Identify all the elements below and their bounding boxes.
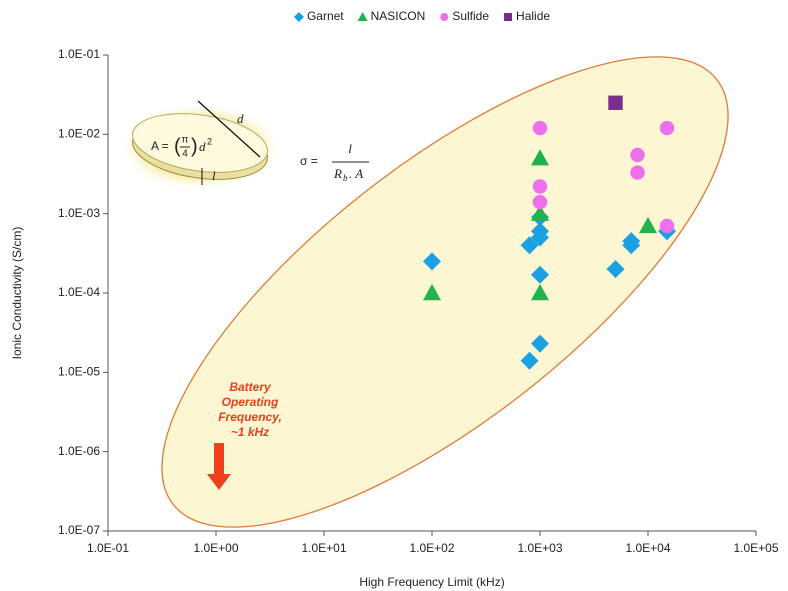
x-tick-label: 1.0E-01 bbox=[87, 541, 129, 555]
y-tick-label: 1.0E-05 bbox=[58, 365, 100, 379]
legend-label: NASICON bbox=[371, 9, 426, 23]
diameter-label: d bbox=[237, 111, 244, 126]
disk-illustration: A = π 4 ( ) d 2 d l bbox=[118, 100, 282, 191]
y-tick-label: 1.0E-02 bbox=[58, 127, 100, 141]
y-tick-label: 1.0E-07 bbox=[58, 523, 100, 537]
formula-den-rest: . A bbox=[349, 166, 363, 181]
paren-close: ) bbox=[191, 135, 198, 157]
x-tick-label: 1.0E+00 bbox=[193, 541, 238, 555]
diamond-marker bbox=[622, 232, 641, 251]
circle-marker bbox=[532, 120, 548, 136]
thickness-label: l bbox=[212, 168, 216, 183]
y-tick-label: 1.0E-06 bbox=[58, 444, 100, 458]
paren-open: ( bbox=[174, 135, 181, 157]
circle-marker bbox=[659, 120, 675, 136]
circle-marker bbox=[630, 165, 645, 180]
circle-marker bbox=[630, 147, 645, 163]
region-ellipse bbox=[161, 56, 729, 528]
y-axis-title: Ionic Conductivity (S/cm) bbox=[10, 227, 24, 360]
diamond-marker bbox=[531, 265, 549, 284]
triangle-marker bbox=[531, 149, 549, 166]
square: 2 bbox=[207, 136, 212, 146]
diamond-marker bbox=[293, 12, 304, 22]
x-tick-label: 1.0E+03 bbox=[517, 541, 562, 555]
marks bbox=[423, 95, 677, 370]
square-marker bbox=[504, 13, 513, 21]
square-marker bbox=[608, 95, 623, 110]
y-tick-label: 1.0E-03 bbox=[58, 206, 100, 220]
circle-marker bbox=[440, 13, 449, 21]
battery-arrow bbox=[207, 443, 231, 490]
d-symbol: d bbox=[199, 139, 206, 154]
legend-label: Halide bbox=[516, 9, 550, 23]
x-axis-title: High Frequency Limit (kHz) bbox=[359, 575, 504, 589]
diamond-marker bbox=[606, 260, 625, 279]
circle-marker bbox=[532, 179, 548, 194]
x-tick-label: 1.0E+04 bbox=[625, 541, 670, 555]
y-tick-label: 1.0E-01 bbox=[58, 47, 100, 61]
battery-text: Frequency, bbox=[218, 410, 282, 424]
four: 4 bbox=[182, 149, 188, 160]
triangle-marker bbox=[357, 12, 368, 21]
diamond-marker bbox=[531, 334, 549, 353]
triangle-marker bbox=[531, 284, 549, 301]
triangle-marker bbox=[423, 284, 441, 301]
battery-text: Operating bbox=[222, 395, 279, 409]
battery-text: Battery bbox=[229, 380, 272, 394]
formula-sub: b bbox=[343, 173, 348, 183]
y-tick-label: 1.0E-04 bbox=[58, 285, 100, 299]
formula-num: l bbox=[348, 141, 352, 156]
legend-label: Garnet bbox=[307, 9, 344, 23]
circle-marker bbox=[532, 194, 548, 210]
pi: π bbox=[182, 135, 189, 146]
formula-den: R bbox=[333, 166, 342, 181]
triangle-marker bbox=[639, 216, 657, 234]
x-tick-label: 1.0E+01 bbox=[301, 541, 346, 555]
disk-top bbox=[132, 113, 268, 173]
diamond-marker bbox=[531, 222, 549, 241]
diamond-marker bbox=[520, 236, 539, 255]
diameter-arrow bbox=[197, 100, 261, 158]
x-tick-label: 1.0E+02 bbox=[409, 541, 454, 555]
formula-lhs: σ = bbox=[300, 154, 318, 168]
triangle-marker bbox=[531, 204, 549, 221]
legend: Garnet NASICON Sulfide Halide bbox=[293, 9, 550, 23]
diamond-marker bbox=[423, 252, 441, 271]
x-tick-label: 1.0E+05 bbox=[733, 541, 778, 555]
area-label: A = bbox=[151, 139, 169, 153]
circle-marker bbox=[659, 218, 675, 234]
legend-label: Sulfide bbox=[452, 9, 489, 23]
formula: σ = l R b . A bbox=[300, 141, 369, 183]
battery-text: ~1 kHz bbox=[231, 425, 269, 439]
diamond-marker bbox=[520, 351, 539, 370]
